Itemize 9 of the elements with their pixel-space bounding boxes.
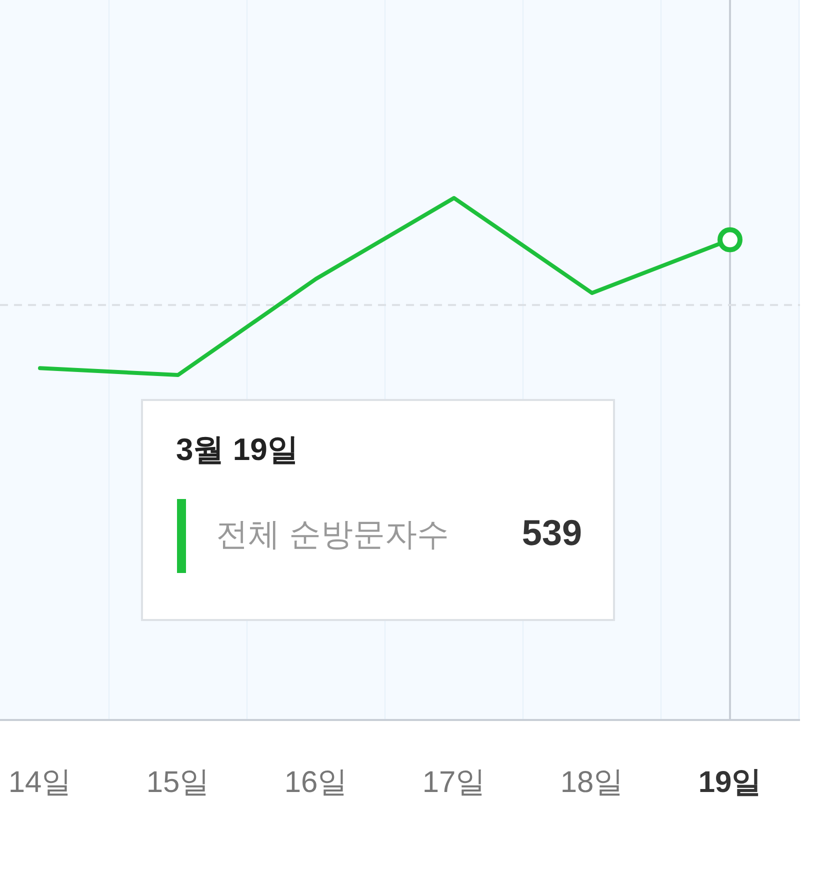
x-tick-label: 18일 bbox=[560, 766, 624, 799]
annotation: 539 bbox=[522, 512, 582, 553]
x-tick-label: 19일 bbox=[698, 766, 762, 799]
x-tick-label: 15일 bbox=[146, 766, 210, 799]
annotation: 3월 19일 bbox=[176, 432, 298, 467]
x-tick-label: 17일 bbox=[422, 766, 486, 799]
legend-label: 전체 순방문자수 bbox=[216, 516, 449, 552]
x-tick-label: 14일 bbox=[8, 766, 72, 799]
x-tick-label: 16일 bbox=[284, 766, 348, 799]
